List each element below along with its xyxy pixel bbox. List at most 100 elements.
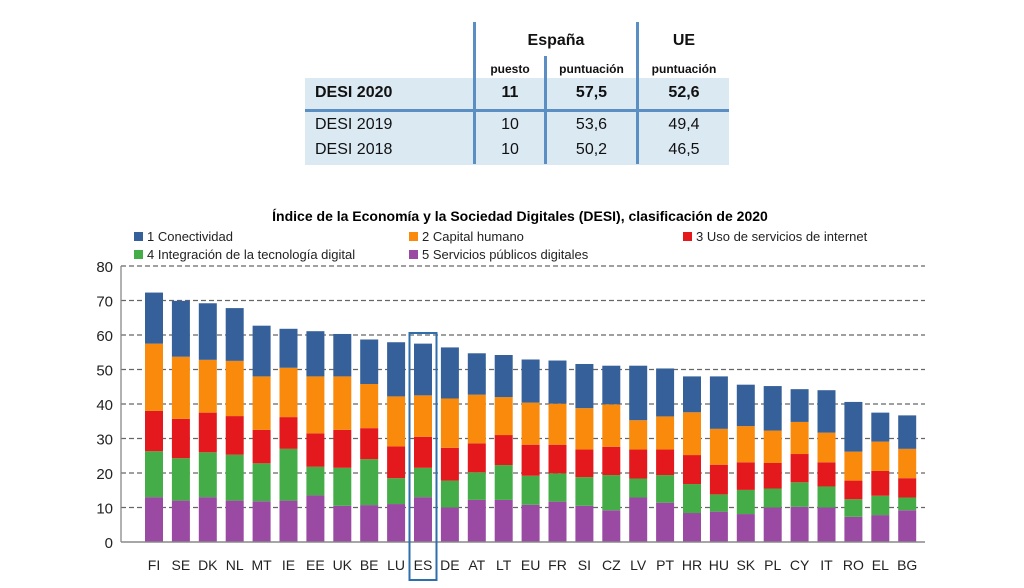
legend-label: 3 Uso de servicios de internet — [696, 229, 868, 244]
legend-label: 1 Conectividad — [147, 229, 233, 244]
x-tick-label: ES — [414, 557, 433, 573]
bar-segment — [736, 462, 755, 490]
x-tick-label: EU — [521, 557, 540, 573]
puesto-value: 11 — [501, 84, 519, 101]
legend-swatch — [409, 232, 418, 241]
header-ue: UE — [672, 32, 696, 49]
bar-segment — [656, 416, 675, 450]
bar-segment — [763, 507, 782, 542]
y-tick-label: 60 — [96, 328, 113, 345]
y-tick-label: 30 — [96, 432, 113, 449]
bar-segment — [494, 435, 513, 466]
bar-segment — [387, 342, 406, 397]
bar-segment — [629, 478, 648, 498]
bar-segment — [575, 363, 594, 409]
ue-score-value: 52,6 — [668, 84, 700, 101]
bar-segment — [683, 513, 701, 542]
bar-segment — [709, 428, 728, 465]
bar-segment — [306, 376, 325, 434]
x-tick-label: BE — [360, 557, 379, 573]
bar-segment — [494, 355, 513, 398]
header-espana: España — [527, 32, 585, 49]
legend-swatch — [409, 250, 418, 259]
bar-segment — [440, 398, 459, 448]
bar-segment — [656, 368, 675, 417]
bar-segment — [844, 401, 863, 452]
bar-segment — [683, 376, 701, 413]
bar-segment — [252, 325, 271, 377]
bar-segment — [467, 443, 486, 473]
bar-segment — [333, 429, 352, 468]
row-band-2020 — [305, 78, 729, 110]
bar-segment — [252, 501, 271, 542]
ue-score-value: 46,5 — [668, 141, 700, 158]
x-tick-label: AT — [468, 557, 485, 573]
es-score-value: 57,5 — [575, 84, 608, 101]
bar-segment — [440, 447, 459, 481]
bar-segment — [548, 501, 567, 542]
bar-segment — [548, 360, 567, 404]
x-tick-label: HU — [709, 557, 729, 573]
bar-segment — [306, 495, 325, 542]
bar-segment — [360, 383, 379, 429]
y-tick-label: 10 — [96, 501, 113, 518]
bar-segment — [898, 415, 917, 449]
row-label: DESI 2020 — [315, 84, 393, 101]
puesto-value: 10 — [501, 116, 519, 133]
y-tick-label: 80 — [96, 259, 113, 276]
bar-segment — [575, 408, 594, 450]
bar-segment — [709, 464, 728, 495]
bar-segment — [709, 511, 728, 542]
x-tick-label: FI — [148, 557, 160, 573]
bar-segment — [171, 300, 190, 357]
bar-segment — [225, 360, 244, 417]
highlight-box — [408, 332, 438, 581]
bar-segment — [683, 412, 701, 456]
y-tick-label: 50 — [96, 363, 113, 380]
bar-segment — [333, 333, 352, 377]
bar-segment — [817, 462, 836, 487]
bar-segment — [145, 410, 163, 452]
bar-segment — [494, 465, 513, 500]
bar-segment — [414, 436, 432, 468]
x-tick-label: UK — [333, 557, 353, 573]
bar-segment — [521, 444, 540, 476]
bar-segment — [494, 499, 513, 542]
bar-segment — [629, 365, 648, 421]
bar-segment — [171, 356, 190, 419]
bar-segment — [817, 432, 836, 463]
bar-segment — [871, 441, 890, 471]
es-score-value: 50,2 — [575, 141, 608, 158]
x-tick-label: IT — [820, 557, 833, 573]
x-tick-label: HR — [682, 557, 702, 573]
x-tick-label: LU — [387, 557, 405, 573]
bar-segment — [575, 449, 594, 478]
bar-segment — [629, 420, 648, 450]
bar-segment — [306, 331, 325, 377]
bar-segment — [171, 458, 190, 501]
bar-segment — [656, 449, 675, 476]
bar-segment — [279, 500, 298, 542]
bar-segment — [521, 475, 540, 505]
bar-segment — [898, 497, 917, 511]
x-tick-label: EL — [872, 557, 889, 573]
x-tick-label: IE — [282, 557, 295, 573]
column-divider — [473, 22, 476, 164]
bar-segment — [548, 403, 567, 445]
bar-segment — [387, 478, 406, 505]
bar-segment — [306, 433, 325, 467]
bars — [145, 292, 917, 542]
bar-segment — [414, 395, 432, 437]
bar-segment — [656, 502, 675, 542]
bar-segment — [414, 467, 432, 498]
bar-segment — [145, 343, 163, 411]
bar-segment — [521, 402, 540, 445]
bar-segment — [225, 416, 244, 455]
x-tick-label: DE — [440, 557, 459, 573]
bar-segment — [387, 396, 406, 447]
bar-segment — [790, 506, 809, 542]
bar-segment — [844, 451, 863, 481]
bar-segment — [360, 459, 379, 506]
bar-segment — [145, 451, 163, 498]
bar-segment — [898, 510, 917, 542]
